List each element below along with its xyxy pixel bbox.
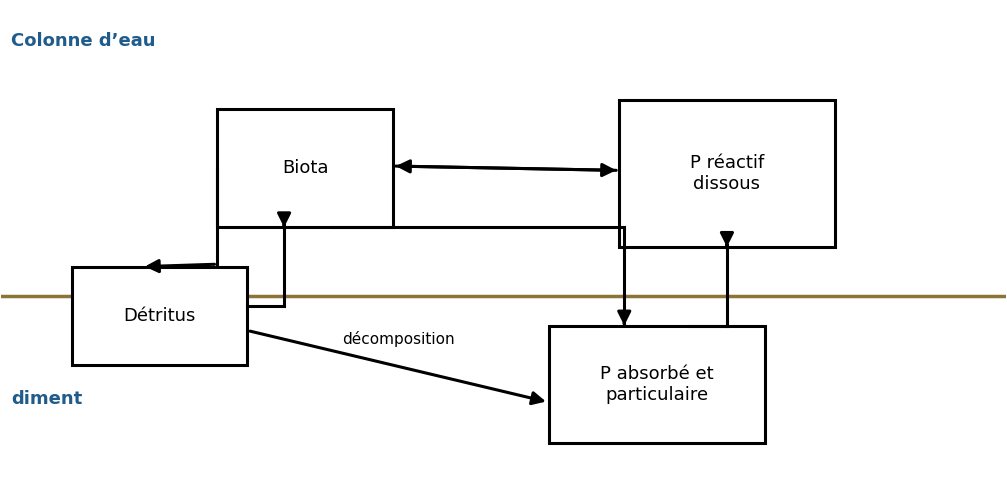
Text: P réactif
dissous: P réactif dissous <box>690 154 764 193</box>
FancyBboxPatch shape <box>619 100 835 247</box>
Text: P absorbé et
particulaire: P absorbé et particulaire <box>600 365 713 404</box>
FancyBboxPatch shape <box>71 267 248 365</box>
FancyBboxPatch shape <box>218 110 393 227</box>
Text: Colonne d’eau: Colonne d’eau <box>11 32 156 50</box>
Text: Détritus: Détritus <box>124 307 195 325</box>
Text: diment: diment <box>11 390 83 408</box>
FancyBboxPatch shape <box>549 326 764 444</box>
Text: Biota: Biota <box>282 160 328 177</box>
Text: décomposition: décomposition <box>341 330 454 347</box>
